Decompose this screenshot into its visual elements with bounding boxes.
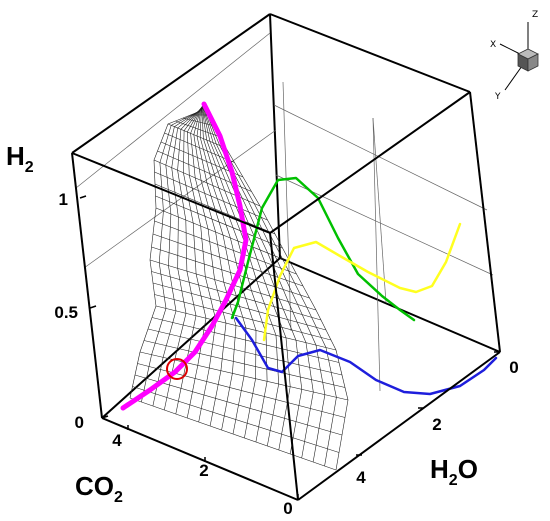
surface-grid-line xyxy=(202,106,291,451)
gridline xyxy=(273,104,488,211)
surface-grid-line xyxy=(201,107,268,443)
surface-grid-line xyxy=(152,110,199,407)
surface-wireframe xyxy=(129,103,349,471)
box-front-edges xyxy=(71,91,501,501)
series-line xyxy=(120,101,249,411)
tick-mark xyxy=(79,195,87,199)
highlight-marker xyxy=(166,358,188,380)
orientation-triad: X Y Z xyxy=(490,10,539,102)
y-tick-label: 0 xyxy=(509,358,518,377)
z-axis-title: H2 xyxy=(6,141,34,176)
series-layer xyxy=(120,101,498,411)
surface-grid-line xyxy=(190,108,227,427)
surface-grid-line xyxy=(203,103,349,471)
triad-cube-right xyxy=(527,53,539,72)
surface-grid-line xyxy=(164,110,200,411)
x-tick-label: 0 xyxy=(283,499,292,518)
x-tick-label: 4 xyxy=(112,431,122,450)
y-tick-label: 4 xyxy=(356,468,366,487)
triad-z-label: Z xyxy=(532,10,538,20)
surface-grid-line xyxy=(202,105,303,455)
triad-y-label: Y xyxy=(494,92,501,102)
series-line xyxy=(230,176,416,322)
surface-grid-line xyxy=(196,107,247,435)
gridline xyxy=(372,117,387,304)
surface-grid-line xyxy=(141,111,199,403)
surface-grid-line xyxy=(202,105,314,459)
surface-grid-line xyxy=(129,111,199,399)
surface-grid-line xyxy=(201,106,280,447)
z-tick-label: 0 xyxy=(75,413,84,432)
surface-grid-line xyxy=(183,109,207,419)
gridline xyxy=(75,32,271,189)
tick-mark xyxy=(89,305,97,309)
gridline xyxy=(282,81,292,332)
series-line xyxy=(262,222,462,342)
triad-y-line xyxy=(504,65,523,91)
box-back-edges xyxy=(71,13,501,419)
surface-grid-line xyxy=(186,109,217,423)
surface-grid-line xyxy=(175,109,200,415)
y-axis-title: H2O xyxy=(430,454,478,489)
surface-grid-line xyxy=(199,107,257,439)
series-line xyxy=(234,316,498,396)
z-tick-label: 0.5 xyxy=(54,303,78,322)
tick-mark xyxy=(101,415,109,419)
gridline xyxy=(83,129,277,269)
y-tick-label: 2 xyxy=(432,415,441,434)
x-tick-label: 2 xyxy=(199,461,208,480)
gridline xyxy=(372,117,381,392)
z-tick-label: 1 xyxy=(59,190,68,209)
tick-marks xyxy=(79,195,500,500)
triad-x-label: X xyxy=(490,40,496,50)
x-axis-title: CO2 xyxy=(75,471,123,506)
surface-grid-line xyxy=(193,108,237,431)
